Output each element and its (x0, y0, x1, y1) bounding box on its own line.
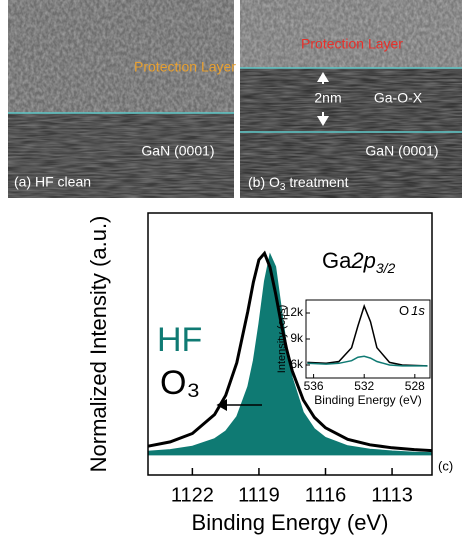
tem-texture (240, 0, 462, 68)
chart: 1122 1119 1116 1113 Binding Energy (eV) Norma… (86, 213, 453, 535)
x-tick-label: 1119 (238, 484, 280, 506)
inset-x-label: Binding Energy (eV) (314, 393, 421, 407)
inset-x-tick-label: 536 (304, 379, 324, 393)
x-axis-label: Binding Energy (eV) (192, 510, 389, 535)
y-axis-label: Normalized Intensity (a.u.) (86, 216, 111, 473)
peak-label-part: Ga (322, 248, 352, 273)
caption: (a) HF clean (14, 174, 91, 190)
substrate-label: GaN (0001) (141, 143, 214, 159)
panel-a: Protection Layer GaN (0001) (a) HF clean (8, 0, 236, 198)
inset-x-tick-label: 532 (354, 379, 374, 393)
substrate-label: GaN (0001) (365, 143, 438, 159)
panel-b: Protection Layer 2nm Ga-O-X GaN (0001) (… (240, 0, 462, 198)
peak-label: Ga2p3/2 (322, 248, 396, 276)
inset-y-tick-label: 6k (290, 357, 304, 371)
legend-entry: O₃ (160, 364, 200, 402)
x-tick-label: 1116 (305, 484, 347, 506)
thickness-label: 2nm (314, 90, 341, 106)
tem-texture (8, 0, 234, 113)
legend-entry: HF (157, 321, 202, 359)
inset-title-part: O (399, 303, 409, 318)
peak-label-part: 3/2 (376, 260, 396, 276)
figure: Protection Layer GaN (0001) (a) HF clean… (0, 0, 462, 539)
panel-label: (c) (438, 458, 453, 473)
inset-y-label: Intensity (cps) (276, 305, 288, 373)
layer-label: Protection Layer (301, 36, 403, 52)
peak-label-part: 2p (350, 248, 375, 273)
inset-y-tick-label: 9k (290, 331, 304, 345)
layer-label: Protection Layer (134, 59, 236, 75)
x-tick-label: 1113 (371, 484, 413, 506)
interface-label: Ga-O-X (374, 90, 423, 106)
inset-x-tick-label: 528 (405, 379, 425, 393)
x-tick-label: 1122 (171, 484, 214, 506)
inset-title-part: 1s (411, 303, 425, 318)
